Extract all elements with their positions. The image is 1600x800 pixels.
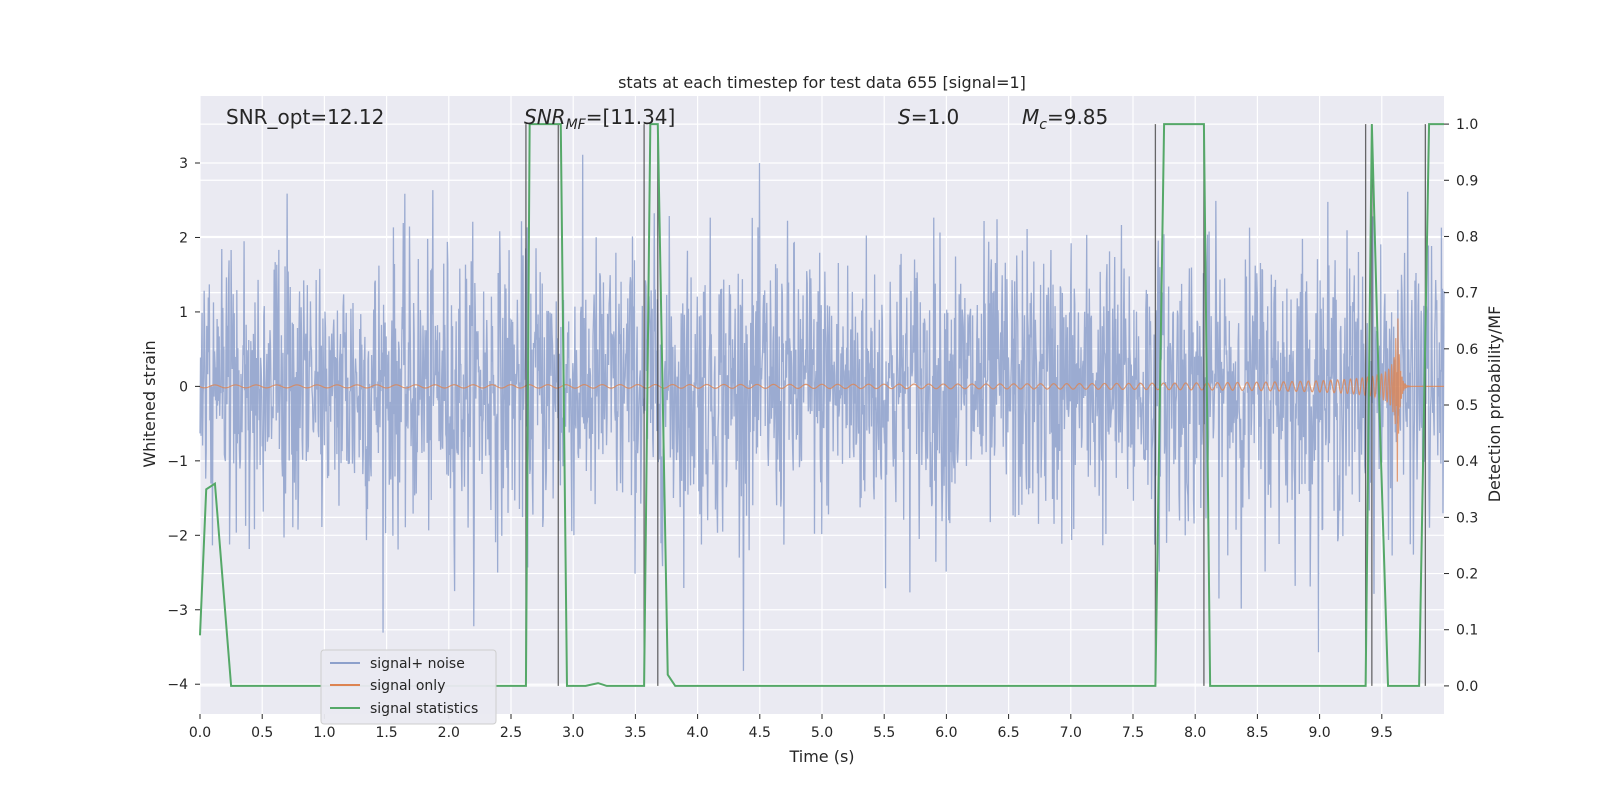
x-tick-label: 3.0: [562, 725, 584, 741]
y-right-tick-label: 0.5: [1456, 398, 1478, 414]
y-right-tick-label: 0.7: [1456, 286, 1478, 302]
y-axis-right-ticks: 1.0 0.9 0.8 0.7 0.6 0.5 0.4 0.3 0.2 0.1 0.0: [1444, 117, 1478, 695]
y-right-tick-label: 0.0: [1456, 679, 1478, 695]
x-tick-label: 1.5: [375, 725, 397, 741]
y-right-tick-label: 0.4: [1456, 454, 1478, 470]
legend-label-signal-only: signal only: [370, 678, 445, 694]
y-left-tick-label: 3: [179, 156, 188, 172]
y-left-tick-label: −2: [167, 528, 188, 544]
y-left-tick-label: 1: [179, 305, 188, 321]
y-right-tick-label: 0.6: [1456, 342, 1478, 358]
x-tick-label: 0.5: [251, 725, 273, 741]
y-right-tick-label: 0.3: [1456, 510, 1478, 526]
legend-label-signal-statistics: signal statistics: [370, 701, 478, 717]
y-axis-left-ticks: 3 2 1 0 −1 −2 −3 −4: [167, 156, 200, 693]
x-axis-label: Time (s): [788, 747, 854, 766]
y-right-tick-label: 0.1: [1456, 623, 1478, 639]
annotation-mc: Mc=9.85: [1022, 105, 1108, 133]
x-tick-label: 9.5: [1371, 725, 1393, 741]
y-left-tick-label: 0: [179, 379, 188, 395]
x-tick-label: 4.0: [686, 725, 708, 741]
signal-statistics-line: [199, 123, 1444, 687]
annotation-snr-opt: SNR_opt=12.12: [226, 105, 384, 129]
annotation-s: S=1.0: [898, 105, 959, 129]
legend-box: [320, 649, 497, 725]
x-tick-label: 2.5: [500, 725, 522, 741]
x-tick-label: 0.0: [189, 725, 211, 741]
y-left-tick-label: −1: [167, 454, 188, 470]
y-left-tick-label: −4: [167, 677, 188, 693]
x-axis-ticks: 0.0 0.5 1.0 1.5 2.0 2.5 3.0 3.5 4.0 4.5 5.0 5.5 6.0 6…: [189, 714, 1393, 741]
y-left-tick-label: 2: [179, 230, 188, 246]
x-tick-label: 5.5: [873, 725, 895, 741]
x-tick-label: 9.0: [1308, 725, 1330, 741]
x-tick-label: 7.0: [1060, 725, 1082, 741]
y-right-tick-label: 0.8: [1456, 229, 1478, 245]
x-tick-label: 2.0: [438, 725, 460, 741]
series-signal-noise: [199, 154, 1445, 671]
x-tick-label: 8.0: [1184, 725, 1206, 741]
x-tick-label: 7.5: [1122, 725, 1144, 741]
signal-noise-line: [199, 154, 1445, 671]
x-tick-label: 5.0: [811, 725, 833, 741]
legend-label-signal-noise: signal+ noise: [370, 656, 465, 672]
annotation-snr-mf: SNRMF=[11.34]: [524, 105, 675, 133]
y-axis-left-label: Whitened strain: [140, 340, 159, 467]
x-tick-label: 6.5: [997, 725, 1019, 741]
y-right-tick-label: 1.0: [1456, 117, 1478, 133]
x-tick-label: 4.5: [749, 725, 771, 741]
y-right-tick-label: 0.9: [1456, 173, 1478, 189]
x-tick-label: 8.5: [1246, 725, 1268, 741]
signal-only-line: [199, 318, 1444, 482]
x-tick-label: 1.0: [313, 725, 335, 741]
series-signal-only: [199, 318, 1444, 482]
series-signal-statistics: [199, 123, 1444, 687]
x-tick-label: 3.5: [624, 725, 646, 741]
legend: signal+ noise signal only signal statist…: [320, 649, 497, 725]
chart-title: stats at each timestep for test data 655…: [618, 73, 1026, 92]
y-left-tick-label: −3: [167, 603, 188, 619]
y-right-tick-label: 0.2: [1456, 567, 1478, 583]
x-tick-label: 6.0: [935, 725, 957, 741]
y-axis-right-label: Detection probability/MF: [1485, 306, 1504, 503]
